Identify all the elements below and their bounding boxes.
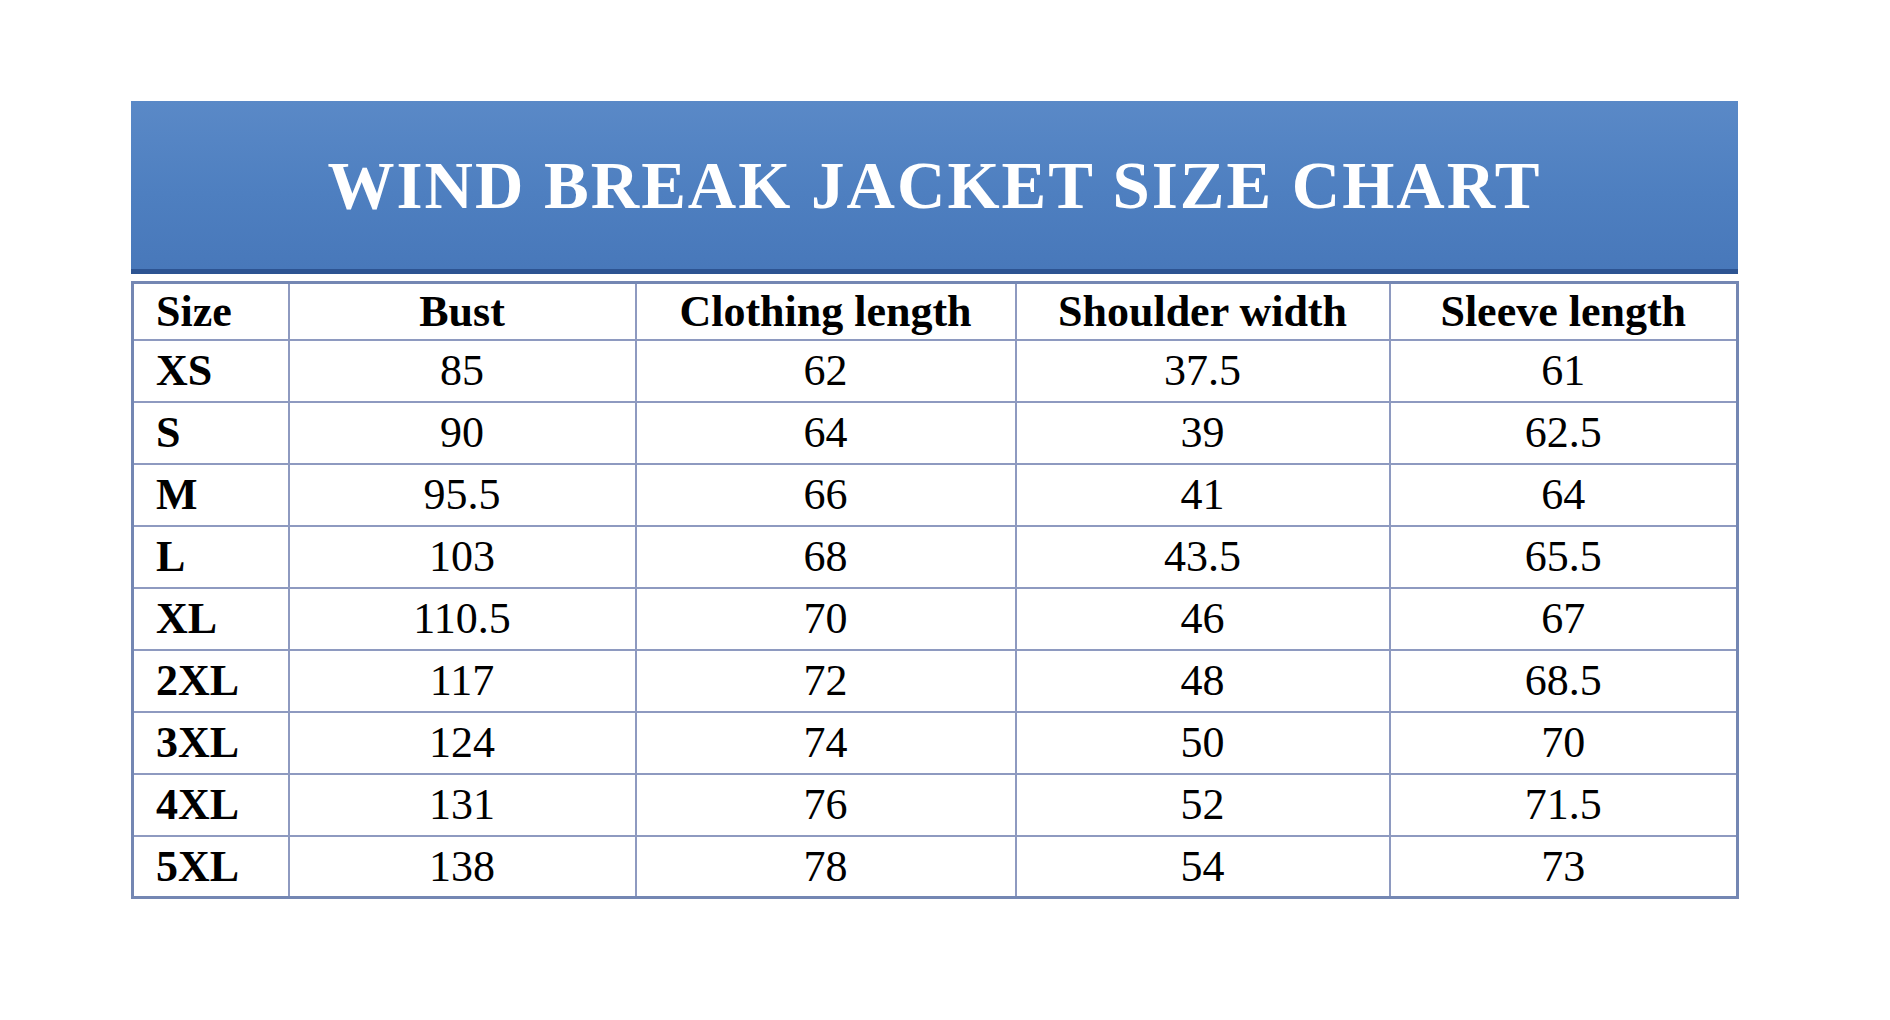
column-header-sleeve-length: Sleeve length (1390, 283, 1738, 340)
cell-clothing-length: 66 (636, 464, 1016, 526)
table-row-xs: XS 85 62 37.5 61 (133, 340, 1738, 402)
cell-sleeve-length: 73 (1390, 836, 1738, 898)
table-row-4xl: 4XL 131 76 52 71.5 (133, 774, 1738, 836)
cell-size: M (133, 464, 289, 526)
cell-size: L (133, 526, 289, 588)
cell-shoulder-width: 43.5 (1016, 526, 1390, 588)
cell-sleeve-length: 70 (1390, 712, 1738, 774)
cell-clothing-length: 64 (636, 402, 1016, 464)
column-header-shoulder-width: Shoulder width (1016, 283, 1390, 340)
header-row: Size Bust Clothing length Shoulder width… (133, 283, 1738, 340)
cell-sleeve-length: 64 (1390, 464, 1738, 526)
column-header-size: Size (133, 283, 289, 340)
cell-bust: 95.5 (289, 464, 636, 526)
table-row-5xl: 5XL 138 78 54 73 (133, 836, 1738, 898)
chart-title: WIND BREAK JACKET SIZE CHART (328, 147, 1542, 224)
cell-shoulder-width: 39 (1016, 402, 1390, 464)
cell-size: 3XL (133, 712, 289, 774)
cell-bust: 90 (289, 402, 636, 464)
table-row-m: M 95.5 66 41 64 (133, 464, 1738, 526)
cell-size: 4XL (133, 774, 289, 836)
cell-sleeve-length: 65.5 (1390, 526, 1738, 588)
table-row-l: L 103 68 43.5 65.5 (133, 526, 1738, 588)
cell-bust: 110.5 (289, 588, 636, 650)
cell-sleeve-length: 62.5 (1390, 402, 1738, 464)
table-row-s: S 90 64 39 62.5 (133, 402, 1738, 464)
title-banner: WIND BREAK JACKET SIZE CHART (131, 101, 1738, 274)
cell-sleeve-length: 61 (1390, 340, 1738, 402)
cell-shoulder-width: 37.5 (1016, 340, 1390, 402)
column-header-bust: Bust (289, 283, 636, 340)
cell-clothing-length: 68 (636, 526, 1016, 588)
column-header-clothing-length: Clothing length (636, 283, 1016, 340)
cell-bust: 85 (289, 340, 636, 402)
table-row-2xl: 2XL 117 72 48 68.5 (133, 650, 1738, 712)
cell-clothing-length: 74 (636, 712, 1016, 774)
page: WIND BREAK JACKET SIZE CHART Size Bust C… (0, 0, 1890, 1020)
cell-bust: 117 (289, 650, 636, 712)
size-table: Size Bust Clothing length Shoulder width… (131, 281, 1739, 899)
cell-clothing-length: 76 (636, 774, 1016, 836)
cell-shoulder-width: 41 (1016, 464, 1390, 526)
cell-bust: 138 (289, 836, 636, 898)
cell-shoulder-width: 52 (1016, 774, 1390, 836)
cell-size: XL (133, 588, 289, 650)
cell-sleeve-length: 67 (1390, 588, 1738, 650)
table-row-3xl: 3XL 124 74 50 70 (133, 712, 1738, 774)
cell-size: 2XL (133, 650, 289, 712)
cell-clothing-length: 72 (636, 650, 1016, 712)
cell-size: XS (133, 340, 289, 402)
size-chart-panel: WIND BREAK JACKET SIZE CHART Size Bust C… (131, 101, 1738, 899)
cell-bust: 131 (289, 774, 636, 836)
cell-shoulder-width: 48 (1016, 650, 1390, 712)
cell-shoulder-width: 50 (1016, 712, 1390, 774)
cell-sleeve-length: 71.5 (1390, 774, 1738, 836)
cell-sleeve-length: 68.5 (1390, 650, 1738, 712)
table-row-xl: XL 110.5 70 46 67 (133, 588, 1738, 650)
cell-size: 5XL (133, 836, 289, 898)
cell-clothing-length: 78 (636, 836, 1016, 898)
cell-shoulder-width: 54 (1016, 836, 1390, 898)
cell-bust: 103 (289, 526, 636, 588)
cell-clothing-length: 62 (636, 340, 1016, 402)
cell-clothing-length: 70 (636, 588, 1016, 650)
cell-bust: 124 (289, 712, 636, 774)
cell-size: S (133, 402, 289, 464)
cell-shoulder-width: 46 (1016, 588, 1390, 650)
